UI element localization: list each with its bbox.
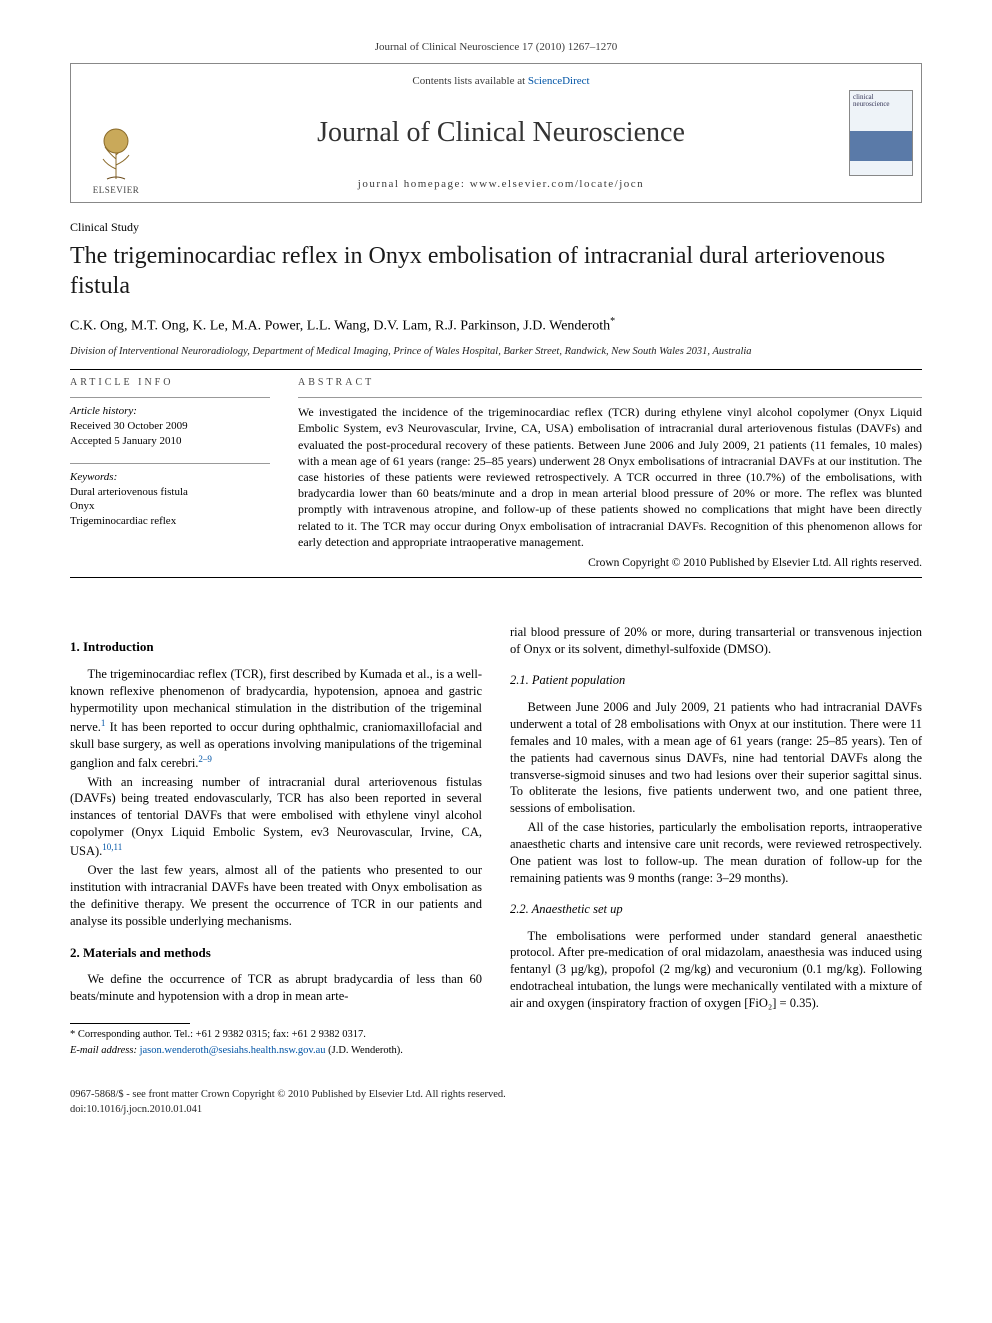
publisher-name: ELSEVIER bbox=[89, 184, 143, 196]
footer-copyright: 0967-5868/$ - see front matter Crown Cop… bbox=[70, 1088, 922, 1102]
email-label: E-mail address: bbox=[70, 1045, 137, 1056]
citation-ref[interactable]: 2–9 bbox=[198, 754, 212, 764]
journal-header: ELSEVIER Contents lists available at Sci… bbox=[70, 63, 922, 203]
page-footer: 0967-5868/$ - see front matter Crown Cop… bbox=[70, 1088, 922, 1117]
abstract-text: We investigated the incidence of the tri… bbox=[298, 404, 922, 550]
received-date: Received 30 October 2009 bbox=[70, 419, 270, 434]
corresponding-marker: * bbox=[610, 316, 615, 327]
subsection-heading-anaesthetic: 2.2. Anaesthetic set up bbox=[510, 901, 922, 918]
homepage-url[interactable]: www.elsevier.com/locate/jocn bbox=[470, 178, 644, 190]
corresponding-email[interactable]: jason.wenderoth@sesiahs.health.nsw.gov.a… bbox=[140, 1045, 326, 1056]
abstract-heading: abstract bbox=[298, 376, 922, 390]
footnote-rule bbox=[70, 1023, 190, 1024]
publisher-logo-cell: ELSEVIER bbox=[71, 64, 161, 202]
text-run: With an increasing number of intracrania… bbox=[70, 775, 482, 859]
abstract-column: abstract We investigated the incidence o… bbox=[298, 376, 922, 572]
divider-rule bbox=[70, 577, 922, 578]
journal-homepage-line: journal homepage: www.elsevier.com/locat… bbox=[358, 177, 644, 192]
journal-cover-thumbnail: clinical neuroscience bbox=[849, 90, 913, 176]
intro-para-3: Over the last few years, almost all of t… bbox=[70, 862, 482, 930]
methods-para-1-right: rial blood pressure of 20% or more, duri… bbox=[510, 624, 922, 658]
intro-para-2: With an increasing number of intracrania… bbox=[70, 774, 482, 861]
elsevier-tree-icon bbox=[89, 123, 143, 181]
author-list: C.K. Ong, M.T. Ong, K. Le, M.A. Power, L… bbox=[70, 315, 922, 337]
divider-rule bbox=[70, 369, 922, 370]
subsection-heading-population: 2.1. Patient population bbox=[510, 672, 922, 689]
article-info-heading: article info bbox=[70, 376, 270, 390]
methods-para-1-left: We define the occurrence of TCR as abrup… bbox=[70, 971, 482, 1005]
section-heading-intro: 1. Introduction bbox=[70, 638, 482, 656]
affiliation: Division of Interventional Neuroradiolog… bbox=[70, 345, 922, 359]
citation-ref[interactable]: 10,11 bbox=[102, 842, 122, 852]
cover-thumbnail-cell: clinical neuroscience bbox=[841, 64, 921, 202]
authors-text: C.K. Ong, M.T. Ong, K. Le, M.A. Power, L… bbox=[70, 319, 610, 334]
elsevier-logo: ELSEVIER bbox=[89, 123, 143, 196]
article-history: Article history: Received 30 October 200… bbox=[70, 404, 270, 449]
abstract-copyright: Crown Copyright © 2010 Published by Else… bbox=[298, 556, 922, 572]
article-info-column: article info Article history: Received 3… bbox=[70, 376, 270, 572]
history-label: Article history: bbox=[70, 404, 270, 419]
keywords-label: Keywords: bbox=[70, 470, 270, 485]
keywords-block: Keywords: Dural arteriovenous fistula On… bbox=[70, 470, 270, 529]
journal-name: Journal of Clinical Neuroscience bbox=[317, 114, 685, 152]
population-para-1: Between June 2006 and July 2009, 21 pati… bbox=[510, 699, 922, 817]
info-rule bbox=[298, 397, 922, 398]
intro-para-1: The trigeminocardiac reflex (TCR), first… bbox=[70, 666, 482, 772]
cover-title-text: clinical neuroscience bbox=[853, 94, 909, 108]
anaesthetic-para-1: The embolisations were performed under s… bbox=[510, 928, 922, 1012]
corresponding-author-footnote: * Corresponding author. Tel.: +61 2 9382… bbox=[70, 1028, 482, 1042]
keyword: Dural arteriovenous fistula bbox=[70, 485, 270, 500]
sciencedirect-link[interactable]: ScienceDirect bbox=[528, 75, 590, 87]
contents-prefix: Contents lists available at bbox=[412, 75, 527, 87]
email-suffix: (J.D. Wenderoth). bbox=[326, 1045, 403, 1056]
top-citation: Journal of Clinical Neuroscience 17 (201… bbox=[70, 40, 922, 55]
keyword: Onyx bbox=[70, 499, 270, 514]
text-run: It has been reported to occur during oph… bbox=[70, 720, 482, 770]
article-type: Clinical Study bbox=[70, 219, 922, 235]
info-rule bbox=[70, 463, 270, 464]
contents-available-line: Contents lists available at ScienceDirec… bbox=[412, 74, 589, 89]
keyword: Trigeminocardiac reflex bbox=[70, 514, 270, 529]
article-title: The trigeminocardiac reflex in Onyx embo… bbox=[70, 241, 922, 301]
article-body: 1. Introduction The trigeminocardiac ref… bbox=[70, 624, 922, 1060]
population-para-2: All of the case histories, particularly … bbox=[510, 819, 922, 887]
email-footnote: E-mail address: jason.wenderoth@sesiahs.… bbox=[70, 1044, 482, 1058]
section-heading-methods: 2. Materials and methods bbox=[70, 944, 482, 962]
footer-doi: doi:10.1016/j.jocn.2010.01.041 bbox=[70, 1103, 922, 1117]
homepage-prefix: journal homepage: bbox=[358, 178, 470, 190]
accepted-date: Accepted 5 January 2010 bbox=[70, 434, 270, 449]
info-rule bbox=[70, 397, 270, 398]
